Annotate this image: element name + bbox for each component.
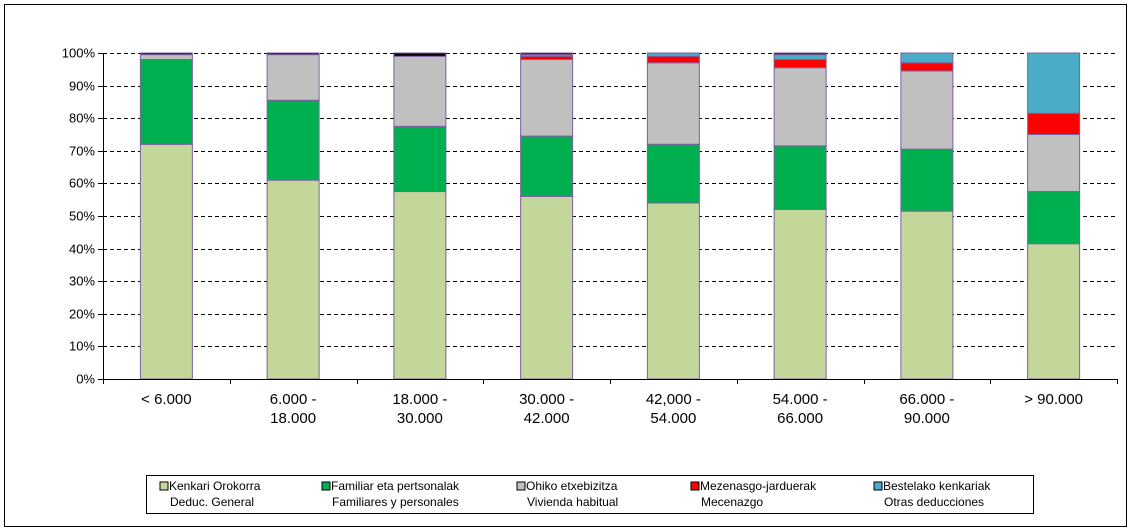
legend-label: Ohiko etxebizitza: [526, 479, 618, 493]
bar-segment: [266, 52, 320, 56]
x-tick-label: 6.000 -: [270, 391, 317, 408]
bar-segment: [900, 210, 954, 380]
bar-segment: [646, 55, 700, 64]
legend-label: Familiares y personales: [332, 495, 459, 509]
bar-segment: [1027, 52, 1081, 114]
y-tick-label: 60%: [69, 176, 95, 191]
bar-segment: [773, 54, 827, 61]
x-tick-label: 54.000: [650, 410, 696, 427]
bar-segment: [1027, 191, 1081, 245]
legend-label: Bestelako kenkariak: [883, 479, 991, 493]
bar-segment: [646, 143, 700, 204]
bar-segment: [773, 59, 827, 69]
x-tick-label: 66.000 -: [899, 391, 954, 408]
legend: Kenkari Orokorra Deduc. General Familiar e…: [146, 475, 1034, 514]
x-tick-label: 30.000 -: [519, 391, 574, 408]
y-tick-label: 0%: [76, 372, 95, 387]
legend-label: Familiar eta pertsonalak: [331, 479, 460, 493]
bar-segment: [139, 52, 193, 56]
bar-segment: [1027, 243, 1081, 380]
x-tick-label: 42,000 -: [646, 391, 701, 408]
bar-segment: [773, 67, 827, 147]
y-tick-label: 40%: [69, 242, 95, 257]
bar-segment: [266, 54, 320, 101]
x-tick-label: 42.000: [524, 410, 570, 427]
bar-segment: [646, 52, 700, 57]
y-tick-label: 30%: [69, 274, 95, 289]
bars: [139, 52, 1081, 380]
x-tick-label: < 6.000: [141, 391, 191, 408]
bar-segment: [773, 208, 827, 380]
bar-segment: [393, 55, 447, 127]
bar-segment: [900, 70, 954, 150]
y-tick-label: 10%: [69, 339, 95, 354]
legend-label: Otras deducciones: [884, 495, 984, 509]
bar-segment: [139, 54, 193, 61]
legend-label: Mezenasgo-jarduerak: [700, 479, 817, 493]
bar-segment: [900, 52, 954, 64]
legend-label: Kenkari Orokorra: [169, 479, 261, 493]
y-tick-label: 20%: [69, 307, 95, 322]
x-tick-label: 30.000: [397, 410, 443, 427]
bar-segment: [900, 62, 954, 72]
bar-segment: [520, 52, 574, 56]
legend-label: Mecenazgo: [701, 495, 763, 509]
bar-segment: [1027, 134, 1081, 193]
bar-segment: [773, 145, 827, 210]
x-tick-label: > 90.000: [1024, 391, 1083, 408]
legend-swatch: [159, 481, 169, 491]
y-tick-label: 100%: [62, 46, 96, 61]
legend-swatch: [690, 481, 700, 491]
y-tick-label: 50%: [69, 209, 95, 224]
bar-segment: [266, 99, 320, 181]
legend-label: Deduc. General: [170, 495, 254, 509]
legend-box: [146, 475, 1034, 514]
legend-swatch: [321, 481, 331, 491]
x-tick-label: 66.000: [777, 410, 823, 427]
bar-segment: [773, 52, 827, 56]
bar-segment: [266, 179, 320, 380]
bar-segment: [646, 62, 700, 145]
bar-segment: [520, 195, 574, 380]
bar-segment: [520, 135, 574, 197]
bar-segment: [646, 202, 700, 380]
legend-swatch: [873, 481, 883, 491]
x-tick-label: 54.000 -: [773, 391, 828, 408]
bar-segment: [139, 143, 193, 380]
x-tick-label: 90.000: [904, 410, 950, 427]
bar-segment: [393, 191, 447, 380]
x-tick-label: 18.000 -: [392, 391, 447, 408]
y-axis-ticks: 0% 10% 20% 30% 40% 50% 60% 70% 80% 90% 100%: [62, 46, 96, 387]
y-tick-label: 80%: [69, 111, 95, 126]
axes: [98, 53, 1118, 384]
bar-segment: [520, 59, 574, 137]
legend-label: Vivienda habitual: [527, 495, 618, 509]
x-axis-ticks: < 6.000 6.000 - 18.000 18.000 - 30.000 30.000…: [141, 391, 1083, 427]
legend-swatch: [516, 481, 526, 491]
bar-segment: [1027, 112, 1081, 135]
x-tick-label: 18.000: [270, 410, 316, 427]
bar-segment: [393, 125, 447, 193]
bar-segment: [900, 148, 954, 212]
bar-segment: [393, 52, 447, 57]
y-tick-label: 90%: [69, 79, 95, 94]
bar-segment: [139, 59, 193, 145]
y-tick-label: 70%: [69, 144, 95, 159]
